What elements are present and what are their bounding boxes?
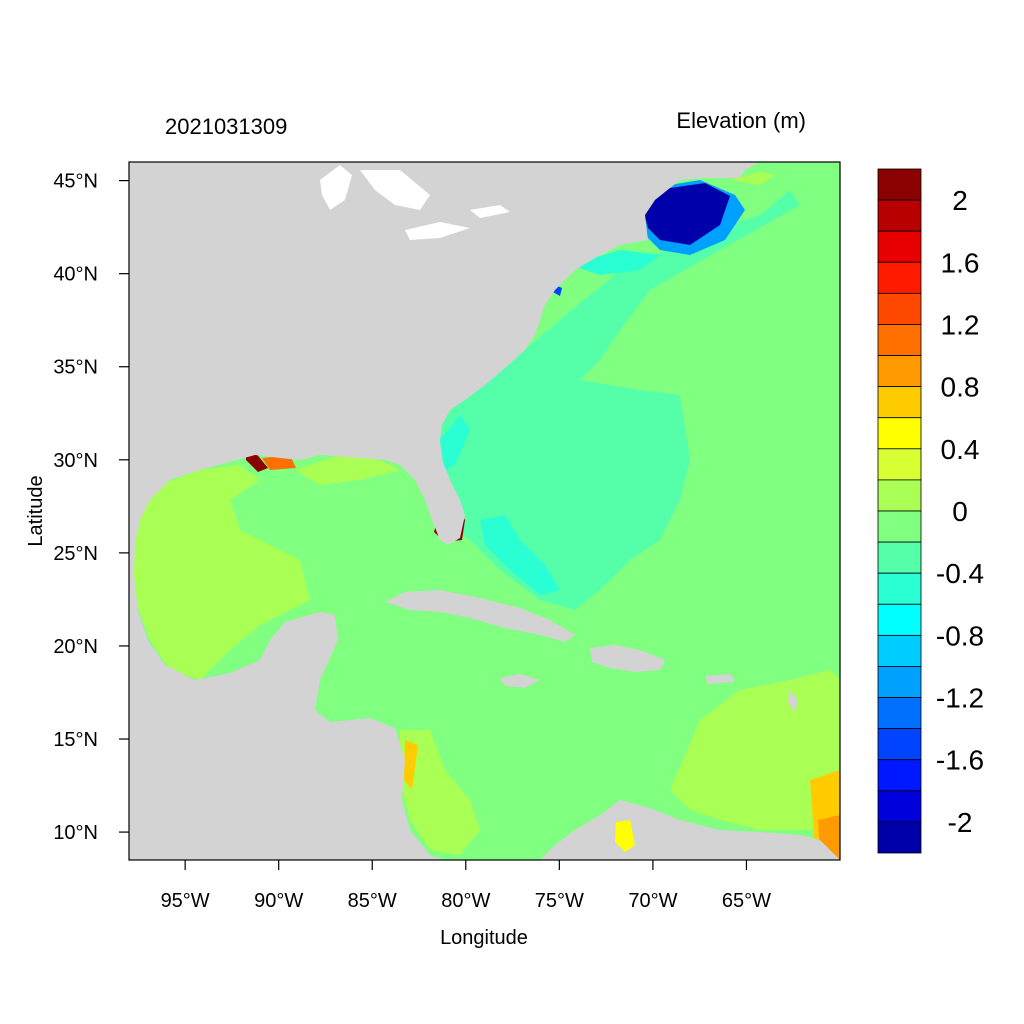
map-plot-area — [129, 162, 840, 860]
lat-tick-label-5: 20°N — [53, 636, 98, 658]
puerto-rico-land — [705, 674, 735, 684]
y-axis-label: Latitude — [25, 475, 47, 546]
lon-tick-label-0: 95°W — [161, 890, 210, 912]
lat-tick-label-2: 35°N — [53, 357, 98, 379]
colorbar-labels: 2 1.6 1.2 0.8 0.4 0 -0.4 -0.8 -1.2 -1.6 -2 — [936, 185, 984, 838]
maracaibo-field — [615, 820, 635, 852]
great-lakes — [320, 165, 510, 240]
colorbar-swatch-9 — [877, 448, 922, 481]
colorbar-swatch-3 — [877, 261, 922, 294]
colorbar-swatch-0 — [877, 168, 922, 201]
lake-michigan — [320, 165, 352, 210]
longitude-axis: 95°W 90°W 85°W 80°W 75°W 70°W 65°W — [161, 860, 771, 912]
lon-tick-label-6: 65°W — [722, 890, 771, 912]
colorbar-label-3: 0.8 — [941, 372, 980, 403]
colorbar-swatch-7 — [877, 386, 922, 419]
colorbar-label-10: -2 — [948, 807, 973, 838]
colorbar-swatch-19 — [877, 759, 922, 792]
colorbar-swatch-20 — [877, 790, 922, 823]
colorbar-label-6: -0.4 — [936, 558, 984, 589]
lon-tick-label-3: 80°W — [441, 890, 490, 912]
jamaica-land — [500, 674, 540, 688]
lat-tick-label-0: 45°N — [53, 171, 98, 193]
colorbar-swatch-6 — [877, 355, 922, 388]
nicaragua-shelf-positive — [400, 730, 480, 855]
hispaniola-land — [590, 645, 665, 672]
florida-east-coast-strip — [440, 415, 470, 470]
colorbar-swatch-2 — [877, 230, 922, 263]
venezuela-basin-positive — [670, 670, 840, 830]
colorbar-label-8: -1.2 — [936, 683, 984, 714]
south-america-land — [540, 800, 840, 860]
colorbar-label-4: 0.4 — [941, 434, 980, 465]
colorbar-swatch-16 — [877, 666, 922, 698]
colorbar-swatch-10 — [877, 479, 922, 512]
cuba-land — [385, 590, 575, 642]
honduras-coast-yellow — [404, 740, 418, 790]
colorbar-swatch-15 — [877, 634, 922, 667]
colorbar-label-7: -0.8 — [936, 620, 984, 651]
lon-tick-label-1: 90°W — [254, 890, 303, 912]
lat-tick-label-1: 40°N — [53, 264, 98, 286]
colorbar-swatch-18 — [877, 728, 922, 761]
gulf-north-positive — [295, 455, 400, 485]
colorbar-swatch-17 — [877, 697, 922, 730]
lat-tick-label-7: 10°N — [53, 822, 98, 844]
gulf-of-maine-core — [642, 183, 730, 245]
colorbar-label-0: 2 — [952, 185, 968, 216]
colorbar-label-9: -1.6 — [936, 745, 984, 776]
elevation-colorbar — [877, 168, 922, 854]
colorbar-swatch-11 — [877, 510, 922, 543]
mid-atlantic-cyan — [570, 250, 660, 275]
latitude-axis: 45°N 40°N 35°N 30°N 25°N 20°N 15°N 10°N — [53, 171, 129, 844]
lon-tick-label-2: 85°W — [348, 890, 397, 912]
atlantic-negative-region — [430, 190, 800, 610]
map-time-title: 2021031309 — [165, 114, 287, 139]
leeward-islands-land — [788, 690, 798, 712]
colorbar-swatch-12 — [877, 541, 922, 574]
colorbar-swatch-14 — [877, 603, 922, 636]
gulf-west-positive — [132, 465, 310, 680]
lake-erie — [405, 222, 470, 240]
colorbar-swatch-5 — [877, 324, 922, 356]
colorbar-swatch-21 — [877, 821, 922, 854]
map-variable-title: Elevation (m) — [676, 108, 806, 133]
colorbar-swatch-4 — [877, 292, 922, 325]
lake-huron — [360, 170, 430, 210]
lake-ontario — [470, 205, 510, 218]
lat-tick-label-4: 25°N — [53, 543, 98, 565]
nova-scotia-positive — [730, 172, 775, 185]
land-masses — [129, 162, 840, 860]
colorbar-swatch-13 — [877, 572, 922, 605]
bahamas-strip — [480, 515, 560, 595]
x-axis-label: Longitude — [440, 927, 528, 949]
colorbar-swatch-8 — [877, 417, 922, 450]
lat-tick-label-6: 15°N — [53, 729, 98, 751]
colorbar-label-1: 1.6 — [941, 247, 980, 278]
lon-tick-label-4: 75°W — [535, 890, 584, 912]
lon-tick-label-5: 70°W — [628, 890, 677, 912]
map-frame — [128, 161, 841, 861]
colorbar-label-5: 0 — [952, 496, 968, 527]
lat-tick-label-3: 30°N — [53, 450, 98, 472]
colorbar-swatch-1 — [877, 199, 922, 232]
colorbar-label-2: 1.2 — [941, 309, 980, 340]
north-america-land — [129, 162, 760, 860]
